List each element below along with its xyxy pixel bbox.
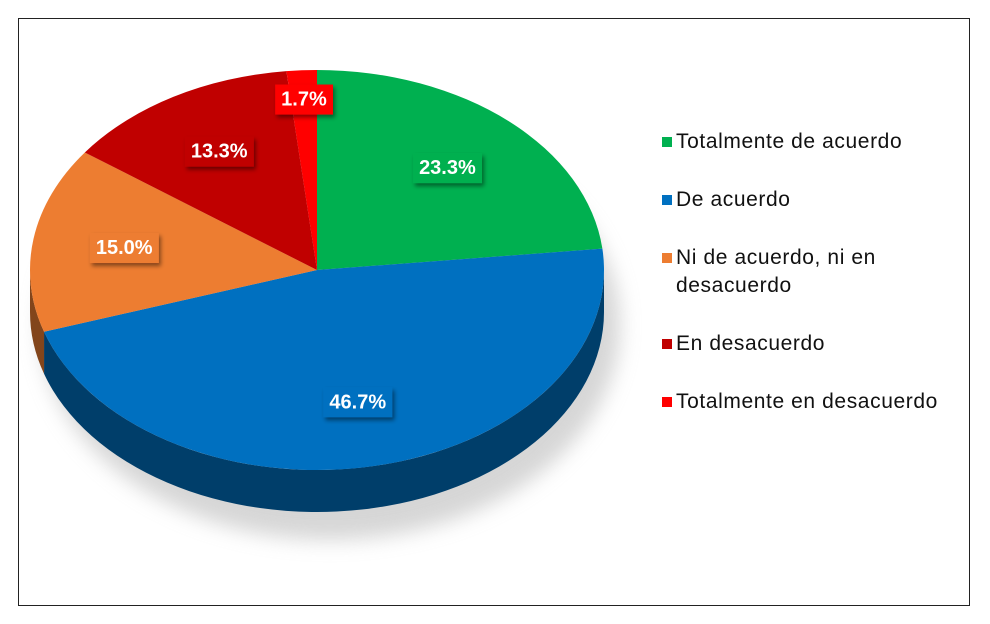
data-label: 23.3% [413, 153, 483, 184]
data-label: 1.7% [275, 84, 333, 115]
legend-label: De acuerdo [676, 188, 791, 211]
data-label-text: 15.0% [96, 237, 153, 259]
chart-frame [18, 18, 970, 606]
legend: Totalmente de acuerdo De acuerdo Ni de acu… [662, 128, 962, 416]
legend-label: Totalmente en desacuerdo [676, 390, 938, 413]
legend-swatch [662, 137, 672, 147]
slice [84, 71, 317, 271]
data-label-box [323, 387, 393, 418]
legend-swatch [662, 195, 672, 205]
data-label: 15.0% [89, 233, 159, 264]
data-label-text: 46.7% [329, 391, 386, 413]
data-label: 13.3% [184, 136, 254, 167]
legend-item: Totalmente en desacuerdo [662, 388, 962, 416]
slice [286, 70, 317, 270]
data-label: 46.7% [323, 387, 393, 418]
legend-label: Totalmente de acuerdo [676, 130, 903, 153]
legend-item: Ni de acuerdo, ni en desacuerdo [662, 244, 962, 300]
legend-label: Ni de acuerdo, ni en desacuerdo [676, 246, 876, 297]
slice [30, 152, 317, 332]
legend-item: Totalmente de acuerdo [662, 128, 962, 156]
legend-item: De acuerdo [662, 186, 962, 214]
data-label-text: 23.3% [419, 157, 476, 179]
legend-swatch [662, 253, 672, 263]
legend-item: En desacuerdo [662, 330, 962, 358]
legend-swatch [662, 339, 672, 349]
legend-swatch [662, 397, 672, 407]
data-label-box [89, 233, 159, 264]
data-label-text: 1.7% [281, 89, 327, 111]
data-label-box [275, 84, 333, 115]
legend-label: En desacuerdo [676, 332, 826, 355]
data-label-text: 13.3% [191, 141, 248, 163]
slice-side [44, 270, 605, 512]
slice [44, 248, 605, 470]
data-label-box [184, 136, 254, 167]
data-label-box [413, 153, 483, 184]
slice-side [30, 270, 45, 374]
